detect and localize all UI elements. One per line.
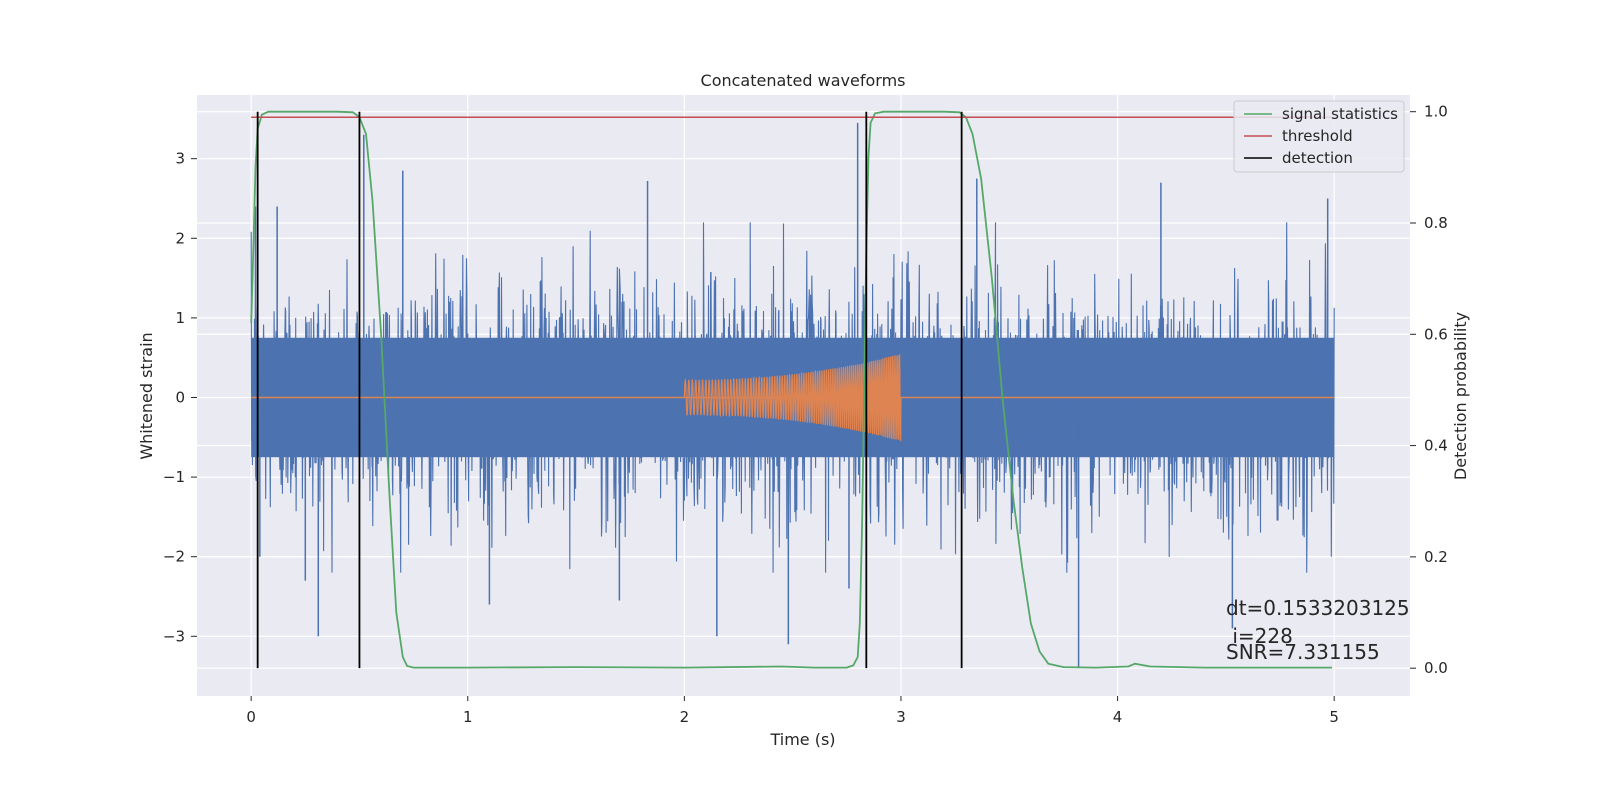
legend-label-detection: detection: [1282, 149, 1353, 167]
legend-label-signal-statistics: signal statistics: [1282, 105, 1398, 123]
legend: signal statistics threshold detection: [1233, 100, 1405, 173]
y2-tick-label-3: 0.6: [1424, 325, 1448, 343]
x-axis-title: Time (s): [769, 730, 835, 749]
y-tick-label-5: 2: [175, 229, 185, 247]
y2-axis-ticks: 0.0 0.2 0.4 0.6 0.8 1.0: [1410, 103, 1448, 677]
annotation-dt: dt=0.1533203125: [1226, 596, 1410, 620]
injection-series: [251, 354, 1335, 442]
legend-label-threshold: threshold: [1282, 127, 1353, 145]
x-tick-label-1: 1: [463, 708, 473, 726]
y-tick-label-2: −1: [163, 468, 185, 486]
legend-box: [1233, 100, 1405, 173]
x-axis-ticks: 0 1 2 3 4 5: [246, 696, 1339, 726]
detection-series: [256, 111, 963, 669]
y2-tick-label-5: 1.0: [1424, 103, 1448, 121]
y-axis-ticks: −3 −2 −1 0 1 2 3: [163, 150, 197, 645]
y-tick-label-1: −2: [163, 548, 185, 566]
annotation-snr: SNR=7.331155: [1226, 640, 1380, 664]
y-tick-label-0: −3: [163, 627, 185, 645]
chart-title: Concatenated waveforms: [701, 71, 906, 90]
annotation-index: i=228: [1226, 624, 1293, 648]
signal-statistics-line: [250, 110, 1332, 669]
signal-statistics-series: [250, 110, 1332, 669]
y2-axis-title: Detection probability: [1451, 312, 1470, 480]
y-tick-label-3: 0: [175, 388, 185, 406]
x-tick-label-0: 0: [246, 708, 256, 726]
y2-tick-label-0: 0.0: [1424, 659, 1448, 677]
y2-tick-label-4: 0.8: [1424, 214, 1448, 232]
x-tick-label-5: 5: [1329, 708, 1339, 726]
injection-chirp: [683, 354, 902, 442]
x-tick-label-4: 4: [1113, 708, 1123, 726]
y2-tick-label-1: 0.2: [1424, 548, 1448, 566]
x-tick-label-3: 3: [896, 708, 906, 726]
y-axis-title: Whitened strain: [137, 332, 156, 459]
x-tick-label-2: 2: [680, 708, 690, 726]
y-tick-label-6: 3: [175, 150, 185, 168]
noise-line: [250, 222, 1335, 573]
y-tick-label-4: 1: [175, 309, 185, 327]
y2-tick-label-2: 0.4: [1424, 437, 1448, 455]
